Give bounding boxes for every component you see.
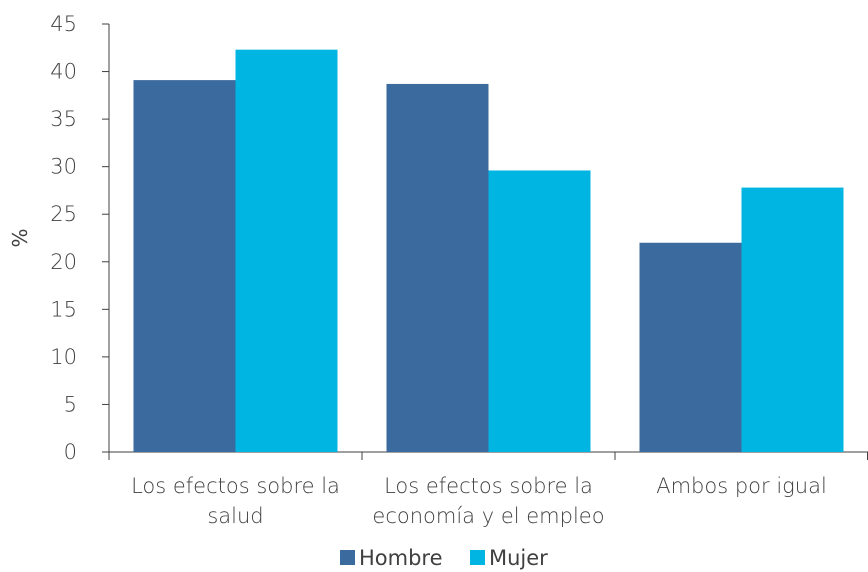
y-tick-label: 10 <box>50 345 77 369</box>
x-category-label: Los efectos sobre la salud <box>131 474 340 528</box>
legend-label-mujer: Mujer <box>489 546 548 570</box>
y-tick-label: 20 <box>50 250 77 274</box>
y-tick-label: 15 <box>50 297 77 321</box>
y-axis-title: % <box>8 228 32 247</box>
bar-hombre <box>386 83 489 453</box>
y-axis: 0 5 10 15 20 25 30 35 40 45 <box>50 12 110 464</box>
legend-swatch-hombre <box>340 550 355 565</box>
bar-hombre <box>639 242 742 452</box>
bar-mujer <box>488 170 591 452</box>
bar-mujer <box>235 49 338 453</box>
bars <box>133 49 844 453</box>
legend-swatch-mujer <box>470 550 485 565</box>
y-tick-label: 0 <box>64 440 77 464</box>
bar-hombre <box>133 80 236 453</box>
y-tick-label: 35 <box>50 107 77 131</box>
y-tick-label: 25 <box>50 202 77 226</box>
legend: Hombre Mujer <box>340 546 548 570</box>
bar-mujer <box>741 187 844 452</box>
x-axis: Los efectos sobre la salud Los efectos sob… <box>108 451 868 528</box>
y-tick-label: 45 <box>50 12 77 36</box>
y-tick-label: 5 <box>64 392 77 416</box>
y-tick-label: 40 <box>50 60 77 84</box>
y-tick-label: 30 <box>50 155 77 179</box>
x-category-label: Los efectos sobre la economía y el empleo <box>372 474 604 528</box>
x-category-label: Ambos por igual <box>656 474 827 498</box>
legend-label-hombre: Hombre <box>359 546 443 570</box>
